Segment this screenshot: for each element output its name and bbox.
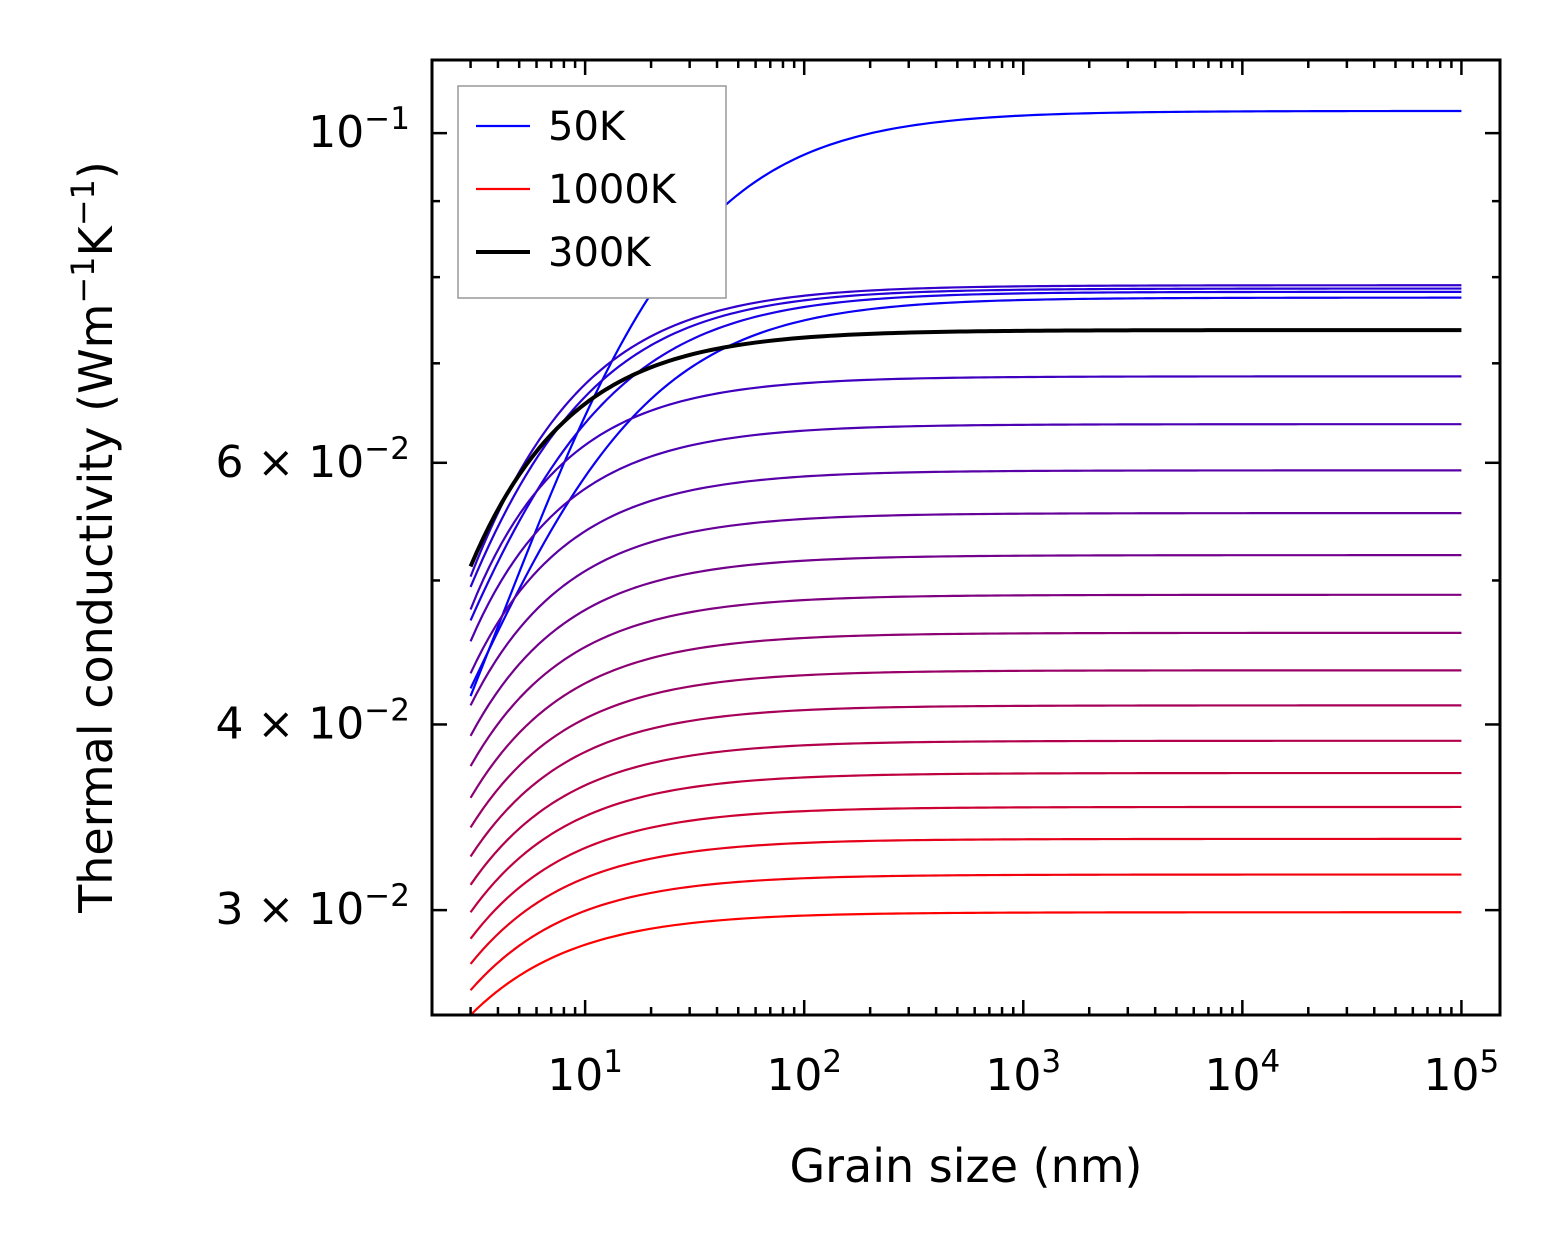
y-tick-label: 10−1 — [308, 101, 410, 158]
legend: 50K 1000K 300K — [457, 85, 727, 299]
x-tick-labels: 101 102 103 104 105 — [547, 1044, 1499, 1101]
plot-frame — [430, 58, 1502, 1017]
series-line-350k — [469, 375, 1462, 610]
y-tick-label: 3 × 10−2 — [215, 878, 410, 935]
legend-label: 50K — [548, 104, 627, 150]
series-layer — [468, 109, 1462, 1016]
x-tick-label: 104 — [1204, 1044, 1280, 1101]
series-line-975k — [469, 873, 1462, 991]
series-line-700k — [469, 669, 1462, 829]
series-line-850k — [469, 771, 1462, 913]
y-tick-label: 6 × 10−2 — [215, 431, 410, 488]
series-line-50k — [469, 109, 1462, 697]
series-line-100k — [469, 296, 1462, 689]
series-line-750k — [469, 704, 1462, 858]
x-tick-label: 105 — [1424, 1044, 1500, 1101]
legend-label: 1000K — [548, 167, 678, 213]
y-axis-label: Thermal conductivity (Wm−1K−1) — [64, 161, 123, 914]
series-line-900k — [469, 805, 1462, 940]
x-tick-label: 102 — [766, 1044, 842, 1101]
series-line-450k — [469, 469, 1462, 674]
series-line-1000k — [469, 911, 1462, 1016]
series-line-200k — [469, 287, 1462, 588]
legend-label: 300K — [548, 230, 652, 276]
y-tick-label: 4 × 10−2 — [215, 692, 410, 749]
x-tick-label: 103 — [985, 1044, 1061, 1101]
series-line-950k — [469, 837, 1462, 965]
series-line-550k — [469, 554, 1462, 737]
x-axis-label: Grain size (nm) — [790, 1139, 1143, 1193]
series-line-250k — [469, 284, 1462, 578]
legend-frame — [457, 85, 727, 299]
series-line-650k — [469, 631, 1462, 799]
series-line-300k — [468, 328, 1462, 568]
series-line-400k — [469, 423, 1462, 642]
series-line-500k — [469, 512, 1462, 706]
x-tick-label: 101 — [547, 1044, 623, 1101]
series-line-600k — [469, 593, 1462, 767]
y-tick-labels: 10−1 6 × 10−2 4 × 10−2 3 × 10−2 — [215, 101, 410, 935]
series-line-800k — [469, 739, 1462, 886]
